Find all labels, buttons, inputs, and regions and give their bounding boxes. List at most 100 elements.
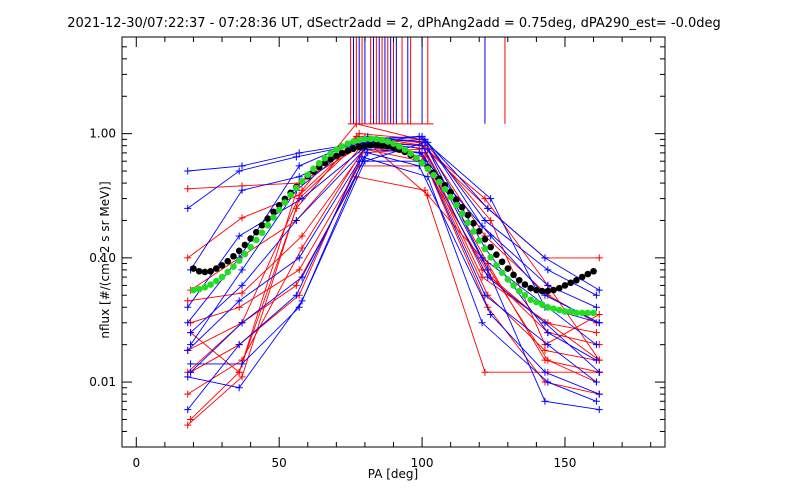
fit-point-green [418, 159, 426, 167]
fit-point-green [247, 243, 254, 251]
fit-point-black [544, 287, 552, 295]
fit-point-black [447, 188, 454, 196]
data-point [595, 406, 603, 414]
data-point [184, 373, 192, 381]
data-point [592, 378, 600, 386]
fit-point-green [567, 308, 574, 315]
plot-area [121, 36, 666, 448]
data-point [238, 289, 246, 297]
fit-point-black [344, 147, 352, 154]
series-line-red-11 [190, 145, 600, 373]
fit-point-black [195, 267, 203, 275]
fit-point-green [533, 298, 540, 306]
data-point [352, 120, 360, 128]
fit-point-green [441, 185, 449, 193]
fit-point-black [338, 149, 346, 157]
data-point [295, 149, 303, 157]
fit-point-black [241, 241, 249, 249]
series-line-blue-23 [187, 135, 597, 324]
data-point [478, 222, 486, 230]
fit-point-green [378, 136, 386, 144]
fit-point-green [521, 291, 529, 299]
series-line-blue-19 [187, 156, 597, 410]
fit-point-black [590, 267, 597, 275]
x-tick-label: 150 [554, 456, 577, 470]
series-line-blue-14 [190, 145, 600, 324]
data-point [238, 214, 246, 222]
data-point [184, 303, 192, 311]
data-point [292, 291, 300, 299]
data-point [481, 216, 489, 224]
fit-point-green [515, 287, 523, 295]
data-point [361, 157, 369, 165]
series-line-red-3 [187, 148, 600, 346]
fit-point-green [287, 191, 294, 199]
data-point [418, 149, 426, 157]
fit-point-green [453, 201, 460, 209]
y-tick-label: 0.01 [89, 375, 116, 389]
y-tick-label: 1.00 [89, 127, 116, 141]
data-point [298, 195, 306, 203]
fit-point-black [201, 268, 209, 276]
fit-point-green [573, 309, 580, 317]
fit-point-green [310, 165, 317, 173]
fit-point-green [264, 221, 272, 229]
fit-point-black [384, 142, 392, 150]
fit-point-black [527, 284, 534, 292]
data-point [295, 266, 303, 274]
data-point [487, 195, 495, 203]
y-axis: 0.01 0.10 1.00 [89, 46, 665, 432]
data-point [235, 384, 243, 392]
data-point [187, 360, 195, 368]
fit-point-green [590, 309, 597, 317]
fit-point-green [373, 135, 380, 143]
data-point [595, 368, 603, 376]
data-point [424, 173, 432, 181]
data-point [238, 162, 246, 170]
fit-point-green [538, 301, 546, 308]
data-point [484, 204, 492, 212]
fit-point-green [235, 257, 243, 264]
fit-point-black [218, 262, 226, 269]
fit-point-black [481, 236, 489, 243]
fit-point-green [361, 135, 369, 143]
data-point [292, 216, 300, 224]
fit-point-black [230, 252, 237, 260]
series-line-red-7 [187, 141, 597, 395]
fit-point-black [373, 141, 380, 149]
fit-point-green [213, 277, 220, 285]
fit-point-black [247, 235, 254, 242]
data-point [238, 319, 246, 327]
fit-point-green [413, 154, 420, 162]
data-point [424, 138, 432, 146]
fit-point-black [493, 251, 500, 259]
fit-point-green [475, 237, 483, 244]
fit-point-black [355, 143, 363, 151]
fit-point-green [510, 282, 517, 289]
fit-point-black [253, 228, 260, 236]
series-line-blue-17 [187, 160, 597, 383]
data-point [595, 286, 603, 294]
fit-point-green [401, 146, 409, 153]
fit-point-green [338, 143, 346, 150]
fit-point-green [504, 276, 512, 283]
fit-point-black [567, 279, 574, 287]
series-line-blue-18 [190, 152, 600, 395]
data-point [481, 291, 489, 299]
data-point [592, 341, 600, 349]
fit-point-green [424, 165, 432, 173]
data-point [592, 397, 600, 405]
fit-point-green [561, 308, 569, 315]
fit-point-green [498, 269, 506, 276]
fit-point-black [367, 141, 374, 149]
fit-point-green [315, 159, 323, 167]
data-point [187, 368, 195, 376]
x-axis: 0 50 100 150 [132, 37, 652, 470]
fit-point-green [293, 184, 300, 192]
fit-point-black [538, 287, 546, 295]
data-point [295, 173, 303, 181]
data-point [187, 341, 195, 349]
fit-point-black [555, 284, 563, 292]
data-point [184, 297, 192, 305]
fit-point-black [275, 201, 283, 209]
